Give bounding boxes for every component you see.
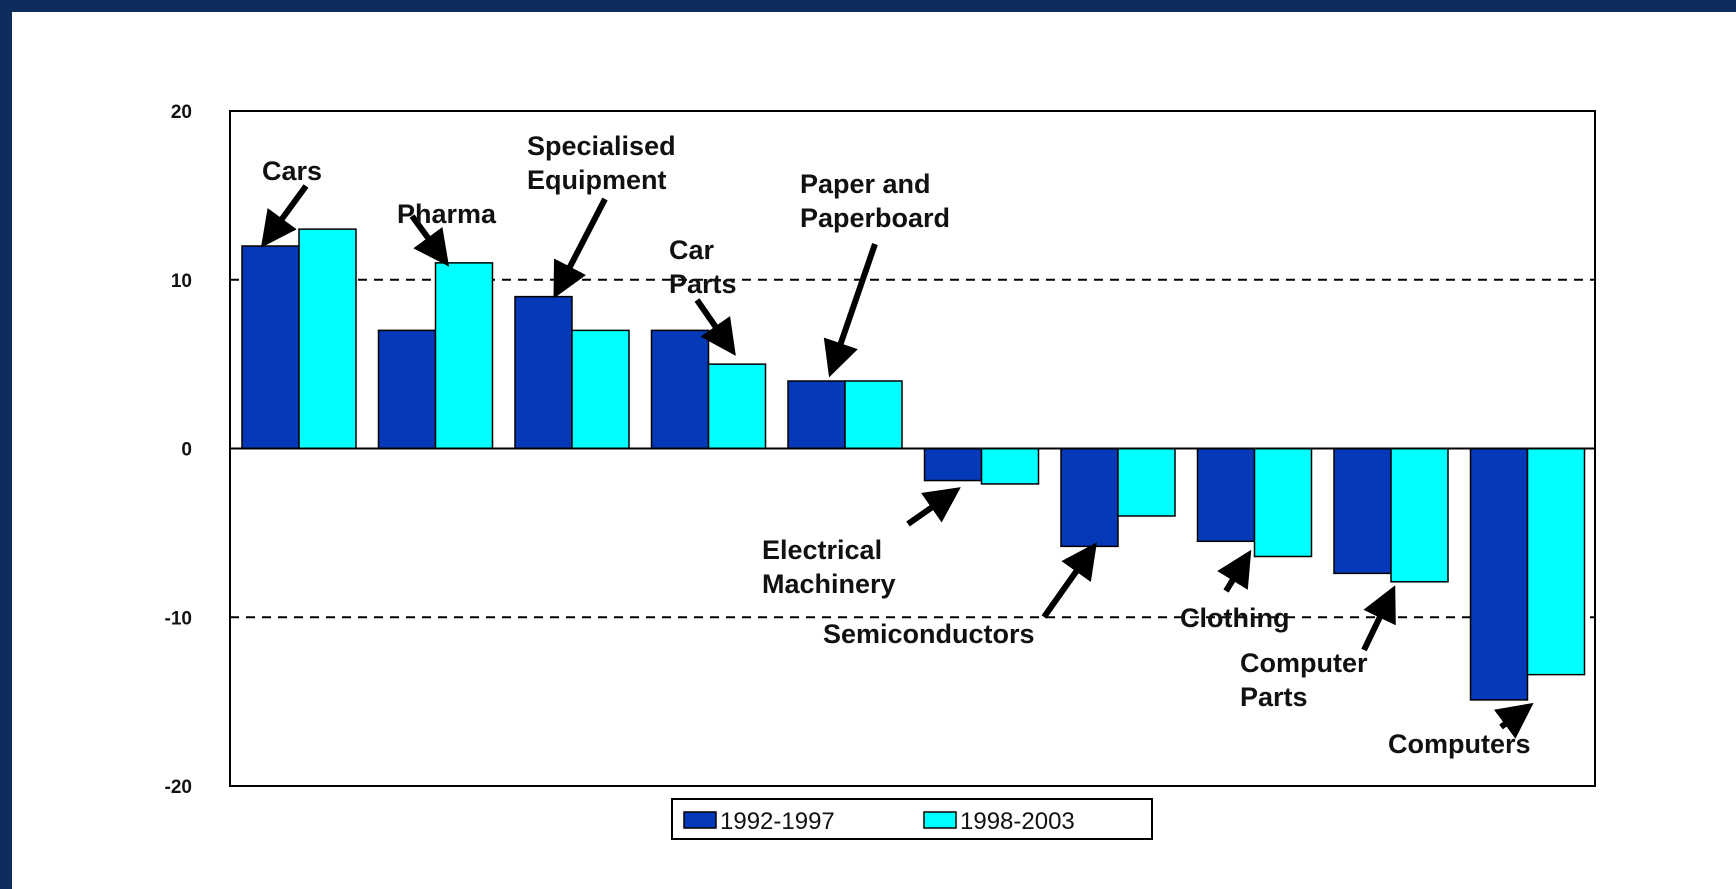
- legend-box: [671, 798, 1153, 840]
- annotation-label: Parts: [1240, 682, 1308, 712]
- annotation-arrow: [1494, 702, 1534, 739]
- annotation-arrows: [260, 184, 1534, 739]
- y-axis-ticks: 20 10 0 -10 -20: [165, 102, 192, 798]
- y-tick-label: -20: [165, 777, 192, 798]
- annotations: Cars Pharma Specialised Equipment Car Parts Pa…: [262, 131, 1531, 759]
- annotation-arrow: [1217, 549, 1252, 593]
- y-tick-label: 10: [171, 271, 192, 292]
- bar-series1-5: [923, 447, 983, 482]
- bar-series1-8: [1333, 447, 1392, 575]
- annotation-label: Clothing: [1180, 603, 1289, 633]
- bar-series1-7: [1196, 447, 1256, 543]
- annotation-label: Electrical: [762, 535, 882, 565]
- annotation-arrow: [1041, 542, 1097, 619]
- y-tick-label: 0: [181, 440, 192, 461]
- annotation-label: Car: [669, 235, 715, 265]
- bar-series1-2: [514, 295, 573, 450]
- y-tick-label: -10: [165, 608, 192, 629]
- frame-top: [0, 0, 1736, 12]
- annotation-arrow: [823, 243, 878, 378]
- bars: [241, 228, 1586, 701]
- annotation-label: Equipment: [527, 165, 667, 195]
- bar-series1-4: [787, 380, 846, 450]
- bar-series1-6: [1060, 447, 1119, 548]
- bar-series2-8: [1390, 447, 1449, 583]
- annotation-label: Machinery: [762, 569, 896, 599]
- frame-left: [0, 0, 12, 889]
- bar-series2-5: [980, 447, 1040, 485]
- bar-series2-0: [298, 228, 357, 450]
- bar-series2-1: [434, 262, 494, 450]
- bar-series2-6: [1117, 447, 1176, 517]
- annotation-arrow: [409, 214, 450, 267]
- annotation-label: Paperboard: [800, 203, 950, 233]
- y-tick-label: 20: [171, 102, 192, 123]
- annotation-label: Semiconductors: [823, 619, 1035, 649]
- legend: 1992-1997 1998-2003: [671, 798, 1153, 840]
- annotation-label: Specialised: [527, 131, 676, 161]
- annotation-arrow: [1361, 585, 1396, 652]
- bar-series1-1: [377, 329, 437, 450]
- bar-series2-9: [1526, 447, 1586, 676]
- legend-swatch-1: [683, 811, 717, 829]
- bar-series2-7: [1253, 447, 1313, 558]
- annotation-arrow: [260, 184, 309, 248]
- legend-swatch-2: [923, 811, 957, 829]
- bar-series1-9: [1469, 447, 1529, 701]
- annotation-label: Paper and: [800, 169, 931, 199]
- annotation-arrow: [694, 298, 736, 356]
- annotation-label: Computers: [1388, 729, 1531, 759]
- bar-series2-3: [707, 363, 767, 450]
- annotation-label: Computer: [1240, 648, 1368, 678]
- annotation-label: Parts: [669, 269, 737, 299]
- legend-label-1: 1992-1997: [720, 808, 835, 835]
- legend-label-2: 1998-2003: [960, 808, 1075, 835]
- annotation-arrow: [906, 487, 961, 527]
- bar-series2-4: [844, 380, 903, 450]
- bar-series2-2: [571, 329, 630, 450]
- annotation-label: Cars: [262, 156, 322, 186]
- annotation-arrow: [553, 197, 608, 299]
- bar-series1-3: [650, 329, 710, 450]
- bar-series1-0: [241, 245, 300, 450]
- annotation-label: Pharma: [397, 199, 497, 229]
